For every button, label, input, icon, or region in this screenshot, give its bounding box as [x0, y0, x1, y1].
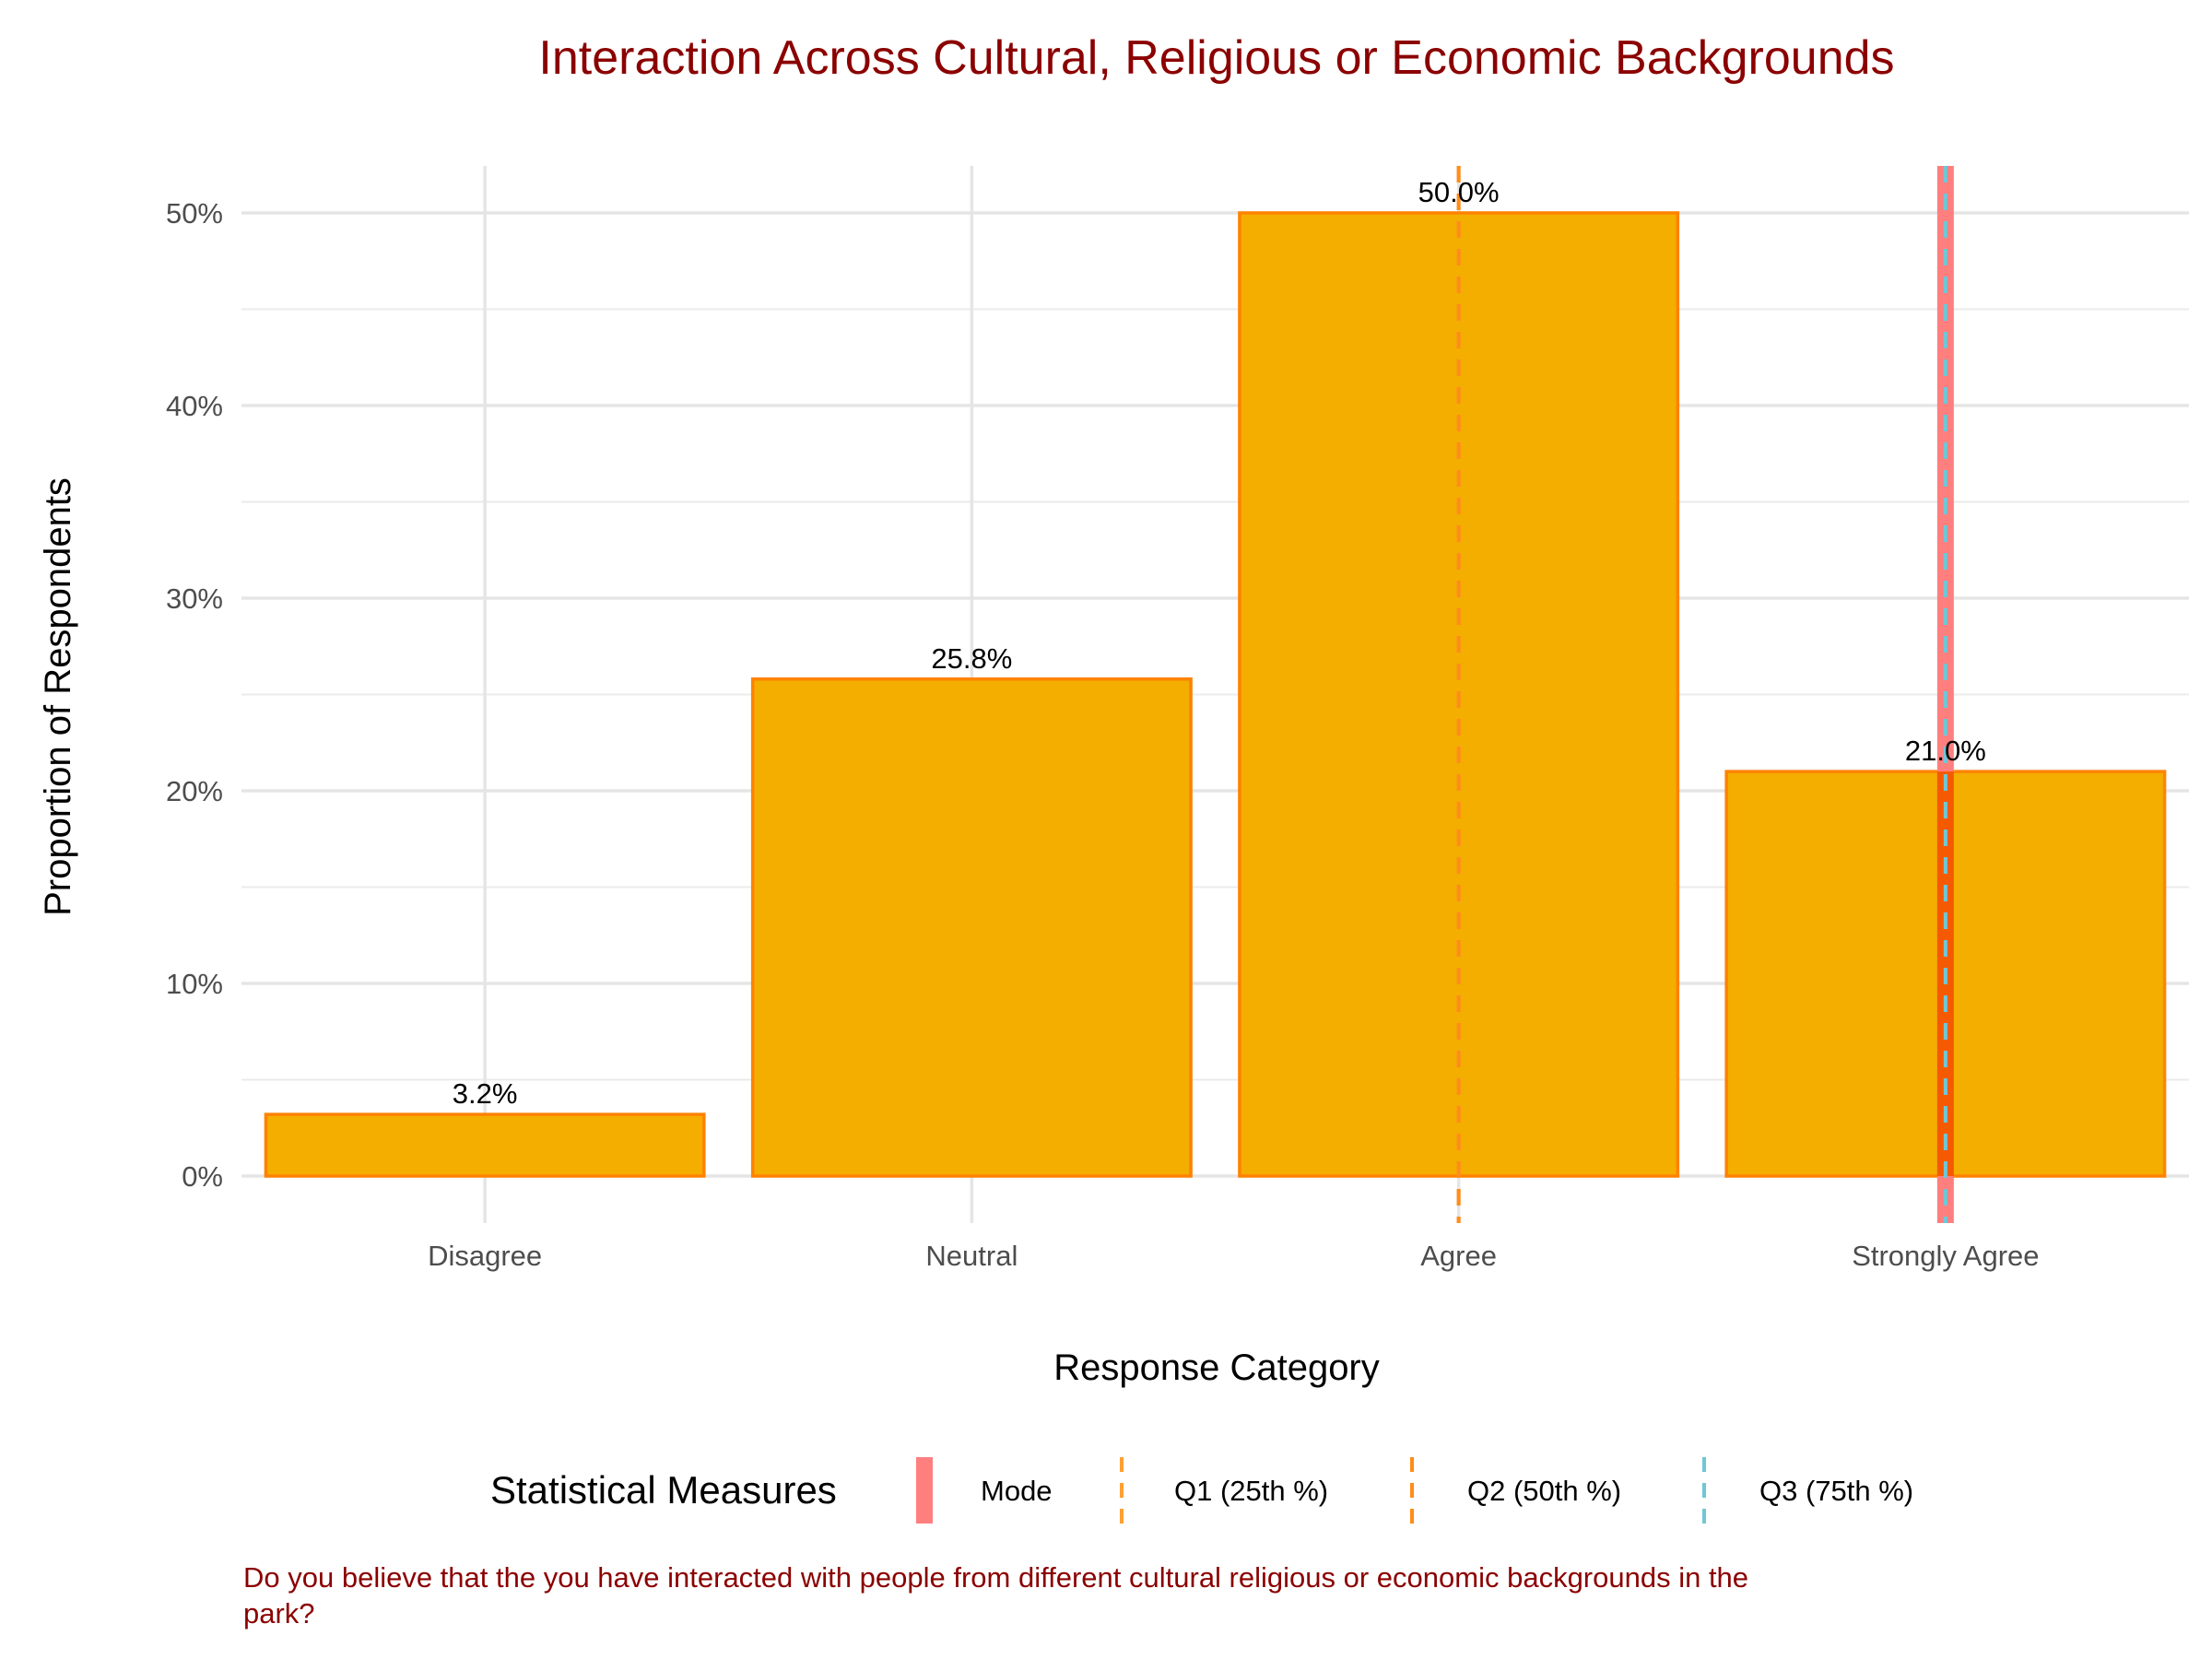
legend-label: Mode: [981, 1475, 1053, 1507]
x-tick-label: Disagree: [428, 1240, 542, 1272]
value-label: 25.8%: [931, 642, 1012, 675]
value-label: 50.0%: [1418, 176, 1500, 208]
value-labels: 3.2% 25.8% 50.0% 21.0%: [453, 176, 1986, 1110]
legend: Statistical Measures Mode Q1 (25th %) Q2 (…: [490, 1457, 1913, 1524]
y-tick-label: 20%: [166, 775, 223, 807]
legend-key-mode: [916, 1457, 933, 1524]
legend-title: Statistical Measures: [490, 1468, 837, 1512]
legend-label: Q3 (75th %): [1759, 1475, 1913, 1507]
x-tick-label: Neutral: [925, 1240, 1018, 1272]
y-tick-label: 50%: [166, 197, 223, 229]
x-tick-label: Strongly Agree: [1852, 1240, 2039, 1272]
y-tick-label: 30%: [166, 582, 223, 615]
legend-label: Q2 (50th %): [1467, 1475, 1621, 1507]
value-label: 21.0%: [1905, 735, 1986, 767]
y-axis-title: Proportion of Respondents: [38, 477, 78, 916]
value-label: 3.2%: [453, 1077, 518, 1110]
y-tick-label: 40%: [166, 390, 223, 422]
bar-neutral: [750, 677, 1193, 1178]
caption-line-1: Do you believe that the you have interac…: [243, 1561, 1748, 1594]
x-tick-labels: Disagree Neutral Agree Strongly Agree: [428, 1240, 2039, 1272]
reference-lines: [1456, 166, 1954, 1223]
y-tick-label: 0%: [182, 1160, 223, 1193]
x-tick-label: Agree: [1420, 1240, 1497, 1272]
bar-disagree: [264, 1112, 706, 1178]
legend-label: Q1 (25th %): [1174, 1475, 1328, 1507]
chart-title: Interaction Across Cultural, Religious o…: [538, 31, 1894, 85]
x-axis-title: Response Category: [1053, 1347, 1380, 1388]
y-tick-labels: 0% 10% 20% 30% 40% 50%: [166, 197, 223, 1193]
caption-line-2: park?: [243, 1597, 315, 1630]
y-tick-label: 10%: [166, 968, 223, 1000]
